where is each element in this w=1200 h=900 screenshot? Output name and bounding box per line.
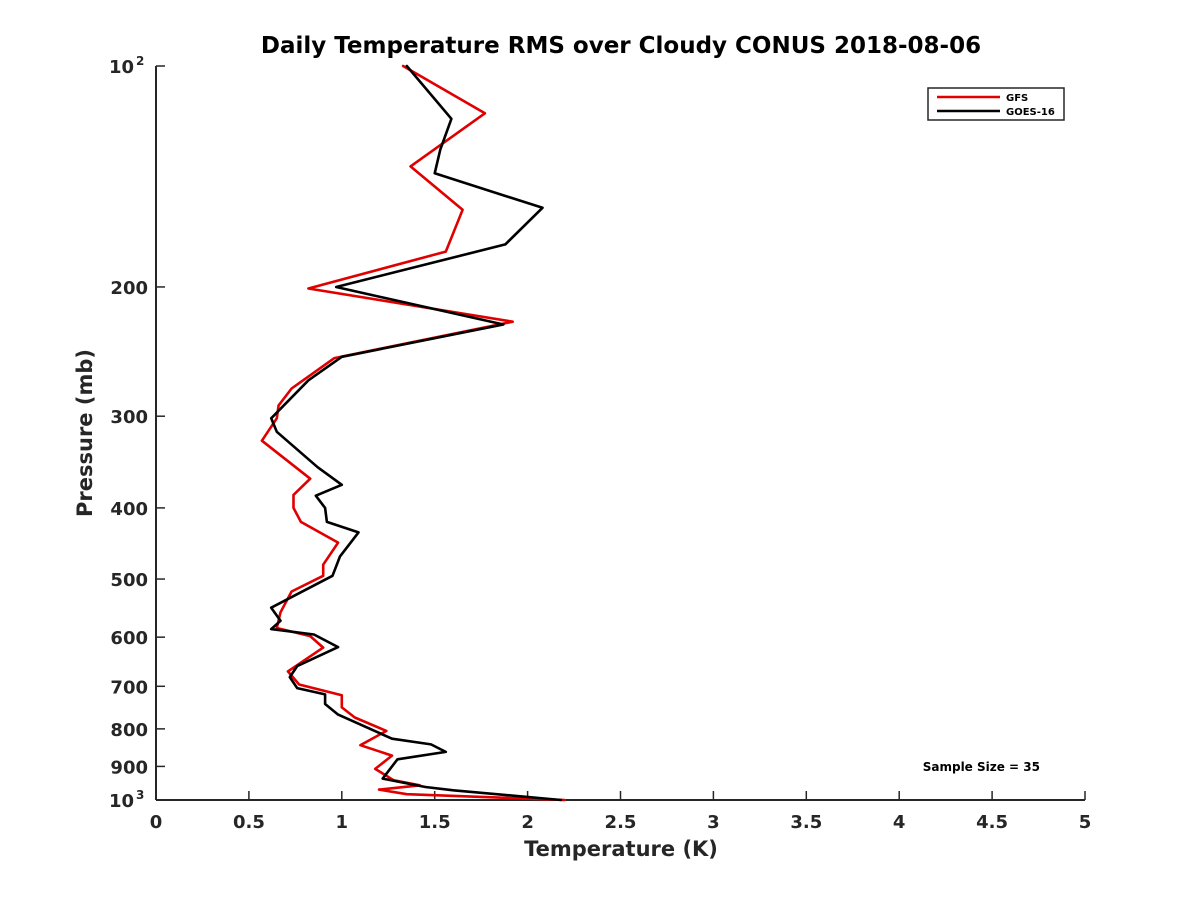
- x-tick-label: 3.5: [790, 812, 822, 833]
- x-tick-label: 2.5: [605, 812, 637, 833]
- y-tick-label-exponent: 2: [136, 54, 144, 68]
- y-tick-label-base: 800: [110, 720, 148, 741]
- y-tick-label: 300: [110, 407, 148, 428]
- y-tick-label-base: 500: [110, 570, 148, 591]
- x-tick-label: 4: [893, 812, 906, 833]
- x-tick-label: 1.5: [419, 812, 451, 833]
- y-tick-label-base: 300: [110, 407, 148, 428]
- y-tick-label-base: 700: [110, 677, 148, 698]
- y-tick-label-base: 600: [110, 628, 148, 649]
- y-tick-label-base: 10: [109, 57, 134, 78]
- y-tick-label: 500: [110, 570, 148, 591]
- y-tick-label-base: 900: [110, 757, 148, 778]
- y-tick-label: 10: [109, 791, 134, 812]
- x-axis-label: Temperature (K): [524, 837, 718, 861]
- y-tick-label-base: 10: [109, 791, 134, 812]
- x-tick-label: 2: [521, 812, 534, 833]
- y-tick-label: 800: [110, 720, 148, 741]
- series-line-goes-16: [269, 64, 563, 802]
- legend-label: GFS: [1006, 93, 1028, 104]
- x-tick-label: 0: [150, 812, 163, 833]
- y-tick-label: 200: [110, 278, 148, 299]
- sample-size-annotation: Sample Size = 35: [923, 760, 1040, 774]
- legend-label: GOES-16: [1006, 107, 1055, 118]
- x-tick-label: 3: [707, 812, 720, 833]
- chart-title: Daily Temperature RMS over Cloudy CONUS …: [261, 33, 981, 59]
- series-layer: [260, 64, 567, 802]
- y-tick-label: 600: [110, 628, 148, 649]
- x-tick-label: 1: [336, 812, 349, 833]
- x-tick-label: 5: [1079, 812, 1092, 833]
- y-tick-label: 700: [110, 677, 148, 698]
- y-tick-label: 10: [109, 57, 134, 78]
- y-tick-label-base: 400: [110, 499, 148, 520]
- x-ticks: 0 0.5 1 1.5 2 2.5 3 3.5 4 4.5 5: [150, 791, 1092, 833]
- y-tick-label: 400: [110, 499, 148, 520]
- y-tick-label-exponent: 3: [136, 788, 144, 802]
- x-tick-label: 4.5: [976, 812, 1008, 833]
- y-tick-label-base: 200: [110, 278, 148, 299]
- x-tick-label: 0.5: [233, 812, 265, 833]
- legend-box: [927, 87, 1065, 121]
- y-tick-label: 900: [110, 757, 148, 778]
- legend: GFS GOES-16: [927, 87, 1065, 121]
- y-axis-label: Pressure (mb): [73, 349, 97, 517]
